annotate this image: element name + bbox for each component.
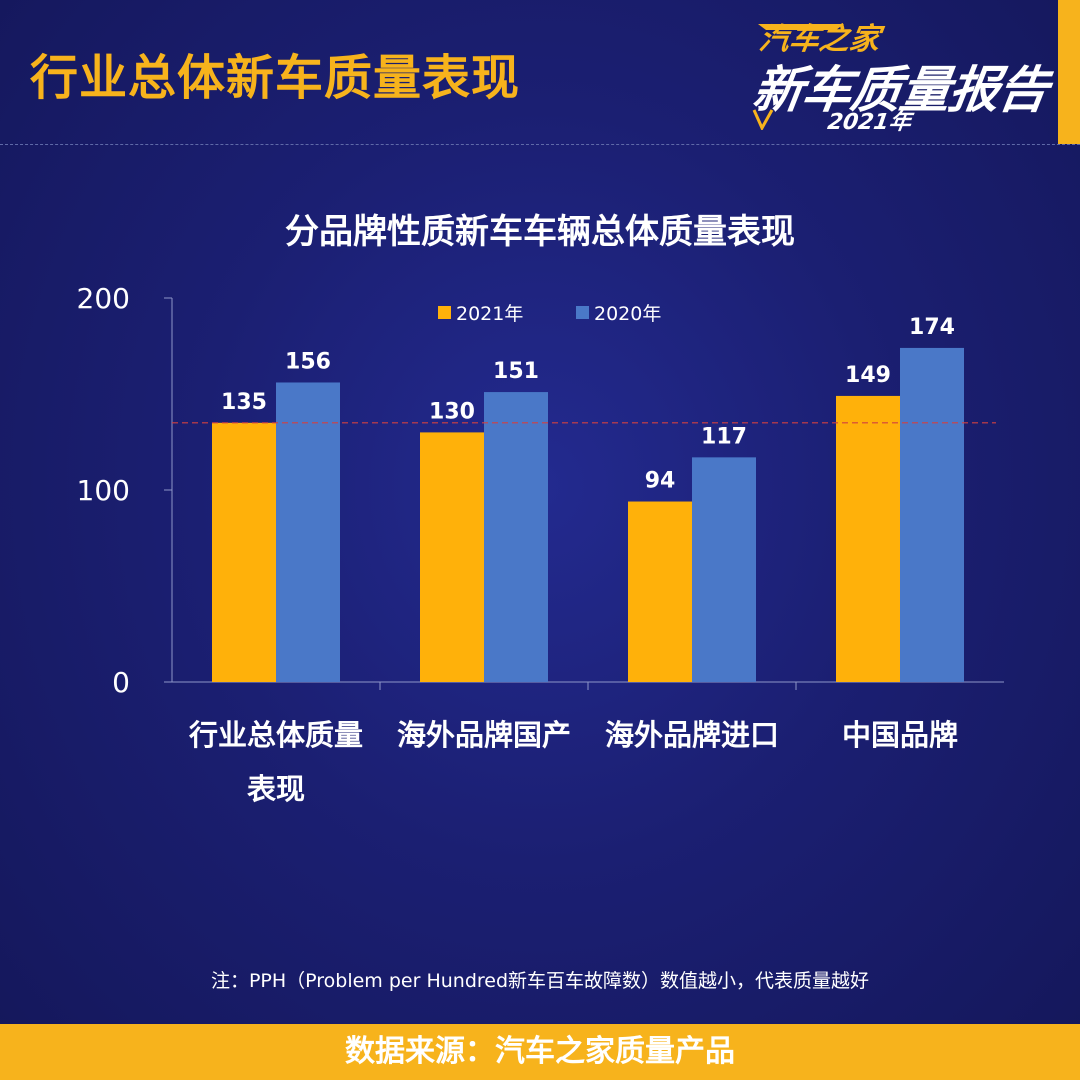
legend-swatch bbox=[438, 306, 451, 319]
brand-logo: 汽车之家 新车质量报告 2021年 bbox=[748, 8, 1051, 138]
y-tick-label: 0 bbox=[112, 666, 130, 699]
legend-label: 2020年 bbox=[594, 303, 661, 325]
data-label: 117 bbox=[701, 424, 747, 449]
source-footer: 数据来源：汽车之家质量产品 bbox=[0, 1024, 1080, 1080]
bar-2021年-0 bbox=[212, 422, 276, 682]
data-label: 174 bbox=[909, 315, 955, 340]
x-category-label: 海外品牌进口 bbox=[605, 718, 779, 752]
legend-swatch bbox=[576, 306, 589, 319]
legend-label: 2021年 bbox=[456, 303, 523, 325]
footnote: 注：PPH（Problem per Hundred新车百车故障数）数值越小，代表… bbox=[210, 970, 870, 992]
data-label: 156 bbox=[285, 349, 331, 374]
data-label: 151 bbox=[493, 359, 539, 384]
y-tick-label: 200 bbox=[77, 282, 130, 315]
logo-swoosh-icon bbox=[758, 24, 844, 30]
x-category-label: 行业总体质量 bbox=[188, 718, 363, 752]
bar-2020年-3 bbox=[900, 347, 964, 682]
page-title: 行业总体新车质量表现 bbox=[30, 50, 521, 106]
logo-check-icon bbox=[752, 109, 774, 130]
bar-2021年-2 bbox=[628, 501, 692, 682]
header-divider bbox=[0, 144, 1080, 145]
data-label: 135 bbox=[221, 390, 267, 415]
accent-bar bbox=[1058, 0, 1080, 144]
x-category-label: 中国品牌 bbox=[842, 718, 958, 752]
data-label: 149 bbox=[845, 363, 891, 388]
bar-2020年-0 bbox=[276, 382, 340, 682]
x-category-label: 表现 bbox=[247, 772, 305, 806]
data-label: 94 bbox=[645, 469, 676, 494]
x-category-label: 海外品牌国产 bbox=[397, 718, 571, 752]
chart-title: 分品牌性质新车车辆总体质量表现 bbox=[285, 212, 795, 252]
bar-2020年-2 bbox=[692, 457, 756, 682]
bar-2021年-1 bbox=[420, 432, 484, 682]
y-tick-label: 100 bbox=[77, 474, 130, 507]
data-label: 130 bbox=[429, 399, 475, 424]
bar-2021年-3 bbox=[836, 395, 900, 682]
bar-2020年-1 bbox=[484, 392, 548, 682]
